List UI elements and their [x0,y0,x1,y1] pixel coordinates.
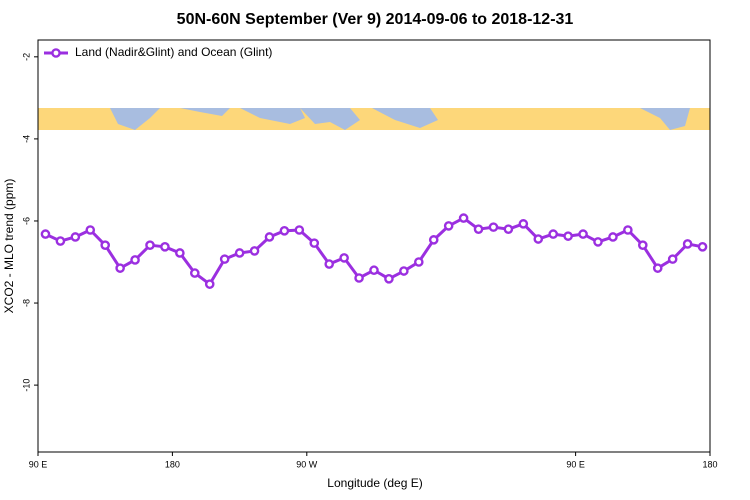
data-point [369,265,379,276]
data-point [130,255,140,265]
legend-marker [51,48,61,58]
plot-frame [37,39,711,453]
x-tick-label: 180 [165,459,180,469]
data-point [204,279,215,289]
data-point [458,213,469,223]
data-point [339,253,349,263]
data-point [160,242,170,252]
data-point [473,224,484,234]
data-point [70,232,81,242]
data-point [503,224,514,234]
x-tick-label: 180 [702,459,717,469]
data-point [413,257,424,267]
data-point [399,266,409,276]
data-point [443,221,454,231]
data-point [518,219,529,229]
x-tick-label: 90 W [296,459,318,469]
y-tick-label: -4 [21,135,31,143]
legend-label: Land (Nadir&Glint) and Ocean (Glint) [75,45,272,59]
data-point [40,229,51,239]
data-point [219,254,230,264]
data-point [488,222,499,232]
data-point [533,234,544,244]
data-point [652,263,663,273]
data-point [55,236,66,246]
data-point [175,248,185,258]
data-point [563,231,573,241]
data-point [85,225,96,235]
data-point [264,232,275,242]
x-tick-label: 90 E [566,459,585,469]
data-point [384,274,394,284]
data-point [428,235,439,245]
y-tick-label: -6 [21,217,31,225]
data-point [608,232,618,242]
data-point [249,246,260,256]
data-point [682,239,693,249]
y-axis-label: XCO2 - MLO trend (ppm) [2,179,16,314]
chart-title: 50N-60N September (Ver 9) 2014-09-06 to … [177,11,574,28]
data-point [294,225,305,235]
data-point [189,268,200,278]
data-point [100,240,110,250]
map-band [38,108,710,130]
data-point [145,240,155,250]
data-point [578,229,588,239]
data-point [354,273,364,283]
data-point [115,263,125,273]
y-tick-label: -8 [21,299,31,307]
data-point [623,225,633,235]
data-point [638,240,648,250]
data-point [697,242,708,252]
y-tick-label: -2 [21,53,31,61]
data-point [234,248,245,258]
data-point [593,237,603,247]
y-tick-label: -10 [21,379,31,392]
data-point [309,238,320,248]
data-point [667,254,678,264]
data-point [548,229,559,239]
data-point [279,226,290,236]
x-tick-label: 90 E [29,459,48,469]
data-point [324,259,335,269]
x-axis-label: Longitude (deg E) [327,476,422,490]
